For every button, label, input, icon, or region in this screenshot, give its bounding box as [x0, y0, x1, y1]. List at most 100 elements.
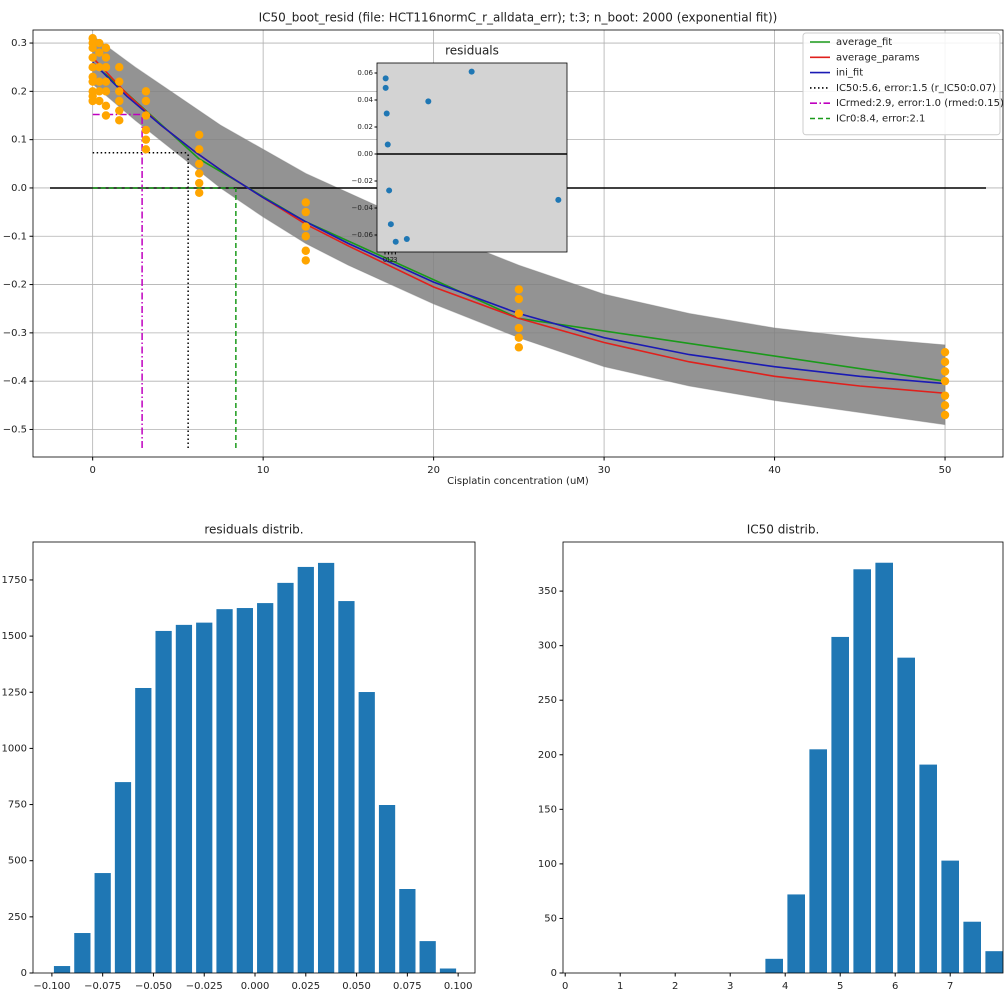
data-point [940, 376, 950, 386]
histogram-bar [358, 692, 375, 973]
residual-point [555, 196, 562, 203]
data-point [195, 188, 204, 197]
x-tick-label: 3 [727, 981, 733, 992]
histogram-bar [941, 860, 959, 973]
data-point [101, 101, 111, 111]
residual-point [382, 84, 389, 91]
legend-label: ICrmed:2.9, error:1.0 (rmed:0.15) [836, 98, 1004, 109]
histogram-bar [94, 873, 111, 973]
y-tick-label: 150 [538, 804, 557, 815]
data-point [301, 198, 310, 207]
data-point [95, 77, 104, 86]
x-tick-label: 0 [383, 256, 387, 264]
data-point [301, 232, 310, 241]
chart-title: residuals distrib. [204, 523, 303, 537]
chart-title: residuals [445, 44, 499, 58]
y-tick-label: 350 [538, 586, 557, 597]
x-tick-label: 3 [393, 256, 397, 264]
axes-frame [562, 541, 1004, 974]
histogram-bar [277, 582, 294, 973]
data-point [514, 333, 524, 342]
plot [377, 68, 567, 245]
data-point [514, 309, 524, 318]
y-tick-label: 0.1 [11, 135, 27, 146]
plot [53, 562, 457, 973]
residual-point [383, 110, 390, 117]
y-tick-label: 0.06 [357, 69, 373, 77]
histogram-bar [257, 603, 274, 973]
data-point [940, 357, 950, 367]
data-point [195, 145, 204, 154]
x-tick-label: 5 [837, 981, 843, 992]
histogram-bar [175, 624, 193, 973]
axes-frame [32, 541, 476, 974]
histogram-bar [216, 609, 233, 973]
x-tick-label: −0.050 [135, 981, 172, 992]
x-tick-label: 10 [257, 465, 270, 476]
x-tick-label: 0.100 [444, 981, 473, 992]
data-point [514, 343, 524, 352]
x-tick-label: −0.075 [84, 981, 121, 992]
x-tick-label: 30 [598, 465, 611, 476]
data-point [88, 53, 97, 62]
histogram-bar [53, 966, 71, 973]
histogram-bar [963, 921, 981, 973]
plot [765, 562, 1003, 973]
histogram-bar [338, 601, 355, 973]
data-point [95, 62, 104, 72]
y-tick-label: −0.2 [3, 280, 27, 291]
data-point [940, 347, 950, 357]
x-tick-label: 0 [89, 465, 95, 476]
x-tick-label: −0.100 [33, 981, 70, 992]
axes-frame [376, 62, 568, 253]
data-point [88, 77, 97, 86]
data-point [195, 159, 204, 168]
plot [50, 34, 986, 448]
data-point [940, 410, 950, 420]
histogram-bar [919, 764, 937, 973]
x-tick-label: 0.025 [291, 981, 320, 992]
data-point [141, 111, 151, 120]
x-tick-label: 20 [427, 465, 440, 476]
fit-line [92, 61, 946, 385]
data-point [940, 401, 950, 410]
y-tick-label: 0.3 [11, 38, 27, 49]
data-point [95, 96, 104, 106]
histogram-bar [317, 562, 335, 973]
legend-box [802, 32, 1001, 136]
data-point [95, 38, 104, 48]
data-point [301, 222, 310, 231]
y-tick-label: 100 [538, 859, 557, 870]
residual-point [403, 236, 410, 243]
histogram-bar [765, 958, 783, 973]
data-point [115, 96, 124, 106]
data-point [141, 125, 151, 135]
data-point [301, 207, 310, 217]
data-point [301, 246, 310, 255]
data-point [101, 62, 111, 72]
data-point [195, 178, 204, 188]
x-tick-label: 0.075 [393, 981, 422, 992]
legend-label: average_fit [836, 37, 892, 48]
y-tick-label: 1250 [2, 687, 27, 698]
data-point [88, 62, 97, 72]
bootstrap-band [92, 34, 946, 426]
legend-label: average_params [836, 52, 920, 63]
data-point [940, 367, 950, 376]
data-point [95, 87, 104, 96]
histogram-bar [831, 636, 849, 973]
data-point [940, 391, 950, 400]
legend: average_fit average_params ini_fit IC50:5.6… [802, 32, 1004, 136]
x-tick-label: 1 [386, 256, 390, 264]
y-tick-label: 300 [538, 641, 557, 652]
histogram-bar [135, 687, 152, 973]
data-point [514, 285, 524, 294]
data-point [101, 77, 111, 86]
y-tick-label: 50 [544, 913, 557, 924]
x-tick-label: 50 [939, 465, 952, 476]
y-tick-label: 0.04 [357, 96, 373, 104]
data-point [141, 87, 151, 96]
